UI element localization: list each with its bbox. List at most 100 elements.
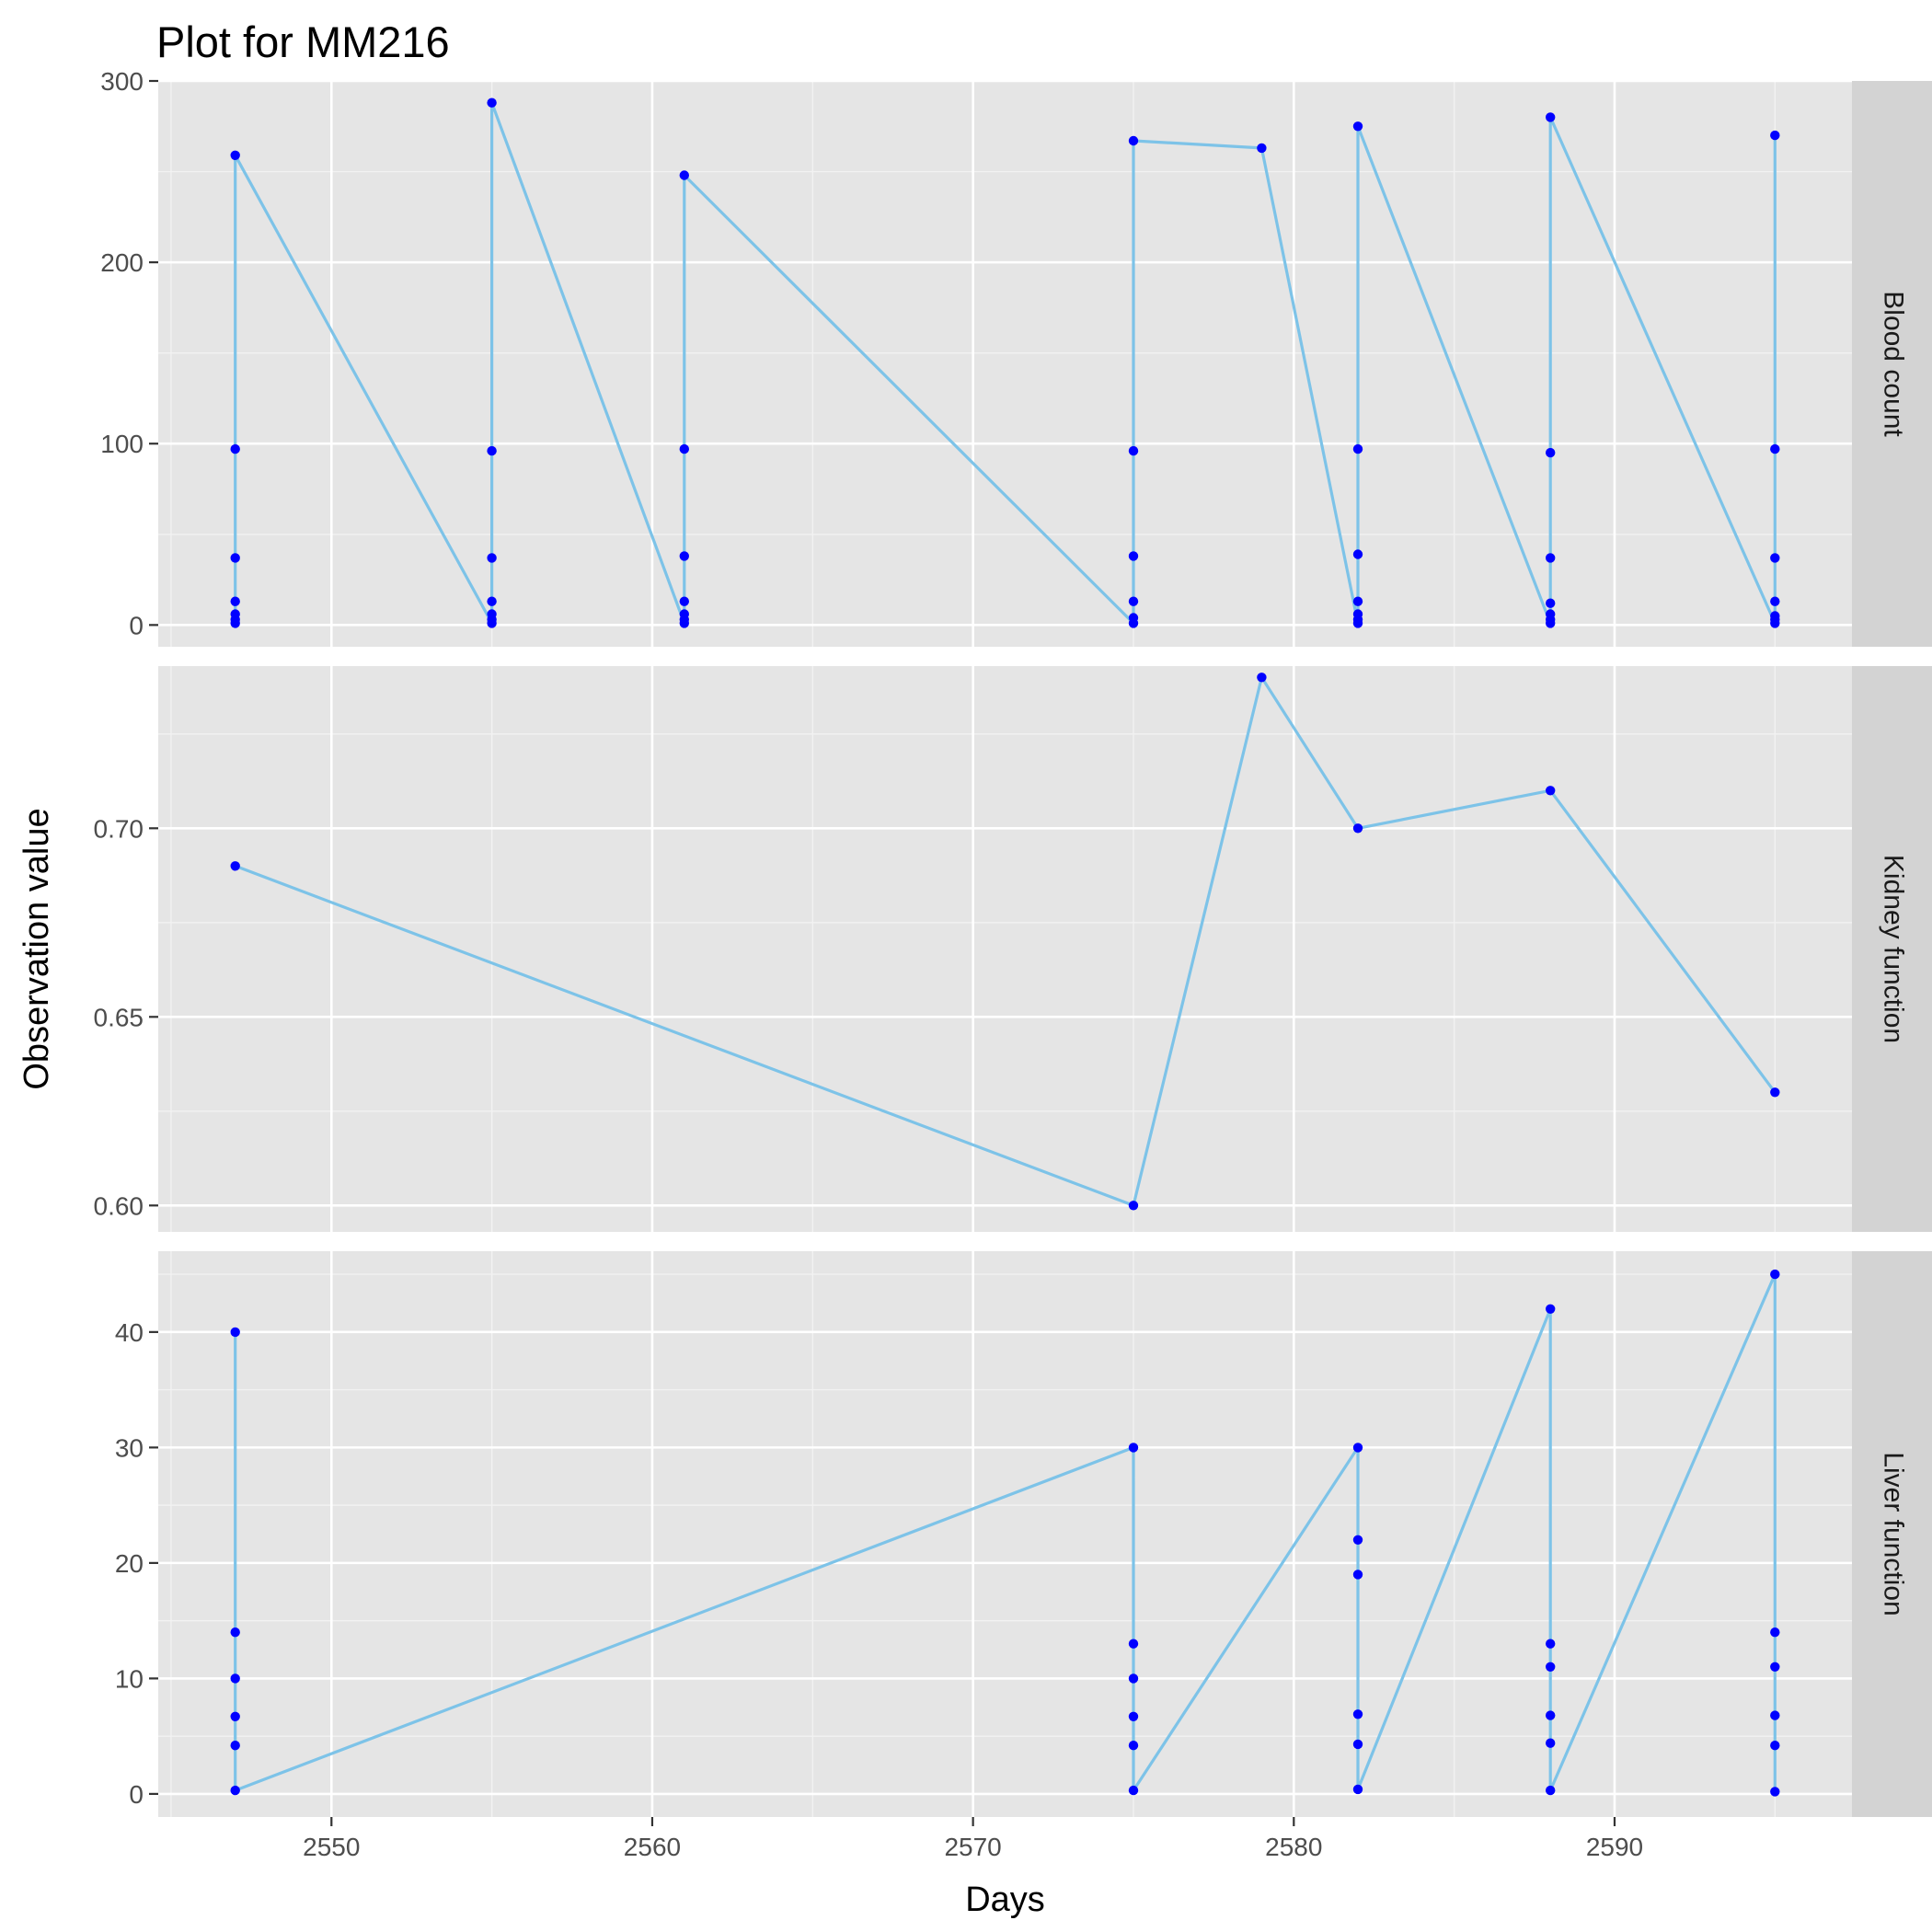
facet-strip-label: Liver function — [1879, 1452, 1909, 1616]
facet-strip-label: Blood count — [1879, 291, 1909, 437]
data-point — [1128, 1639, 1139, 1649]
data-point — [230, 553, 240, 563]
data-point — [230, 1627, 240, 1638]
data-point — [1546, 1639, 1556, 1649]
data-point — [1352, 1784, 1363, 1795]
data-point — [679, 170, 689, 180]
panel-blood-count: 0 100 200 300 Blood count — [100, 67, 1932, 647]
data-point — [1770, 1087, 1780, 1098]
x-tick-label: 2580 — [1265, 1833, 1322, 1861]
x-tick-label: 2590 — [1586, 1833, 1643, 1861]
data-point — [1352, 1709, 1363, 1719]
panel-background — [158, 666, 1852, 1232]
data-point — [1352, 549, 1363, 559]
data-point — [1546, 1662, 1556, 1673]
data-point — [1352, 121, 1363, 132]
data-point — [1352, 1570, 1363, 1580]
data-point — [1546, 1785, 1556, 1796]
data-point — [1128, 1443, 1139, 1453]
data-point — [1770, 130, 1780, 141]
data-point — [1546, 609, 1556, 619]
facet-strip — [1852, 1251, 1932, 1817]
data-point — [1546, 1710, 1556, 1720]
data-point — [487, 98, 497, 108]
data-point — [487, 609, 497, 619]
data-point — [1770, 611, 1780, 621]
panel-background — [158, 1251, 1852, 1817]
data-point — [1770, 1662, 1780, 1673]
x-axis-title: Days — [965, 1880, 1045, 1919]
series-line — [234, 1272, 1777, 1792]
facet-strip-label: Kidney function — [1879, 855, 1909, 1043]
data-point — [230, 596, 240, 606]
data-point — [1770, 1787, 1780, 1797]
data-point — [1352, 596, 1363, 606]
data-point — [1128, 1785, 1139, 1796]
data-point — [1352, 443, 1363, 454]
data-point — [230, 861, 240, 871]
y-tick-label: 0.65 — [94, 1003, 144, 1031]
data-point — [1352, 823, 1363, 834]
y-tick-label: 0.60 — [94, 1191, 144, 1220]
data-point — [1770, 1710, 1780, 1720]
panel-kidney-function: 0.60 0.65 0.70 Kidney function — [94, 666, 1932, 1232]
data-point — [1546, 1304, 1556, 1315]
data-point — [1770, 553, 1780, 563]
data-point — [1128, 613, 1139, 623]
data-point — [1128, 1201, 1139, 1211]
data-point — [1546, 1738, 1556, 1748]
data-point — [1352, 1739, 1363, 1750]
data-point — [1546, 786, 1556, 796]
data-point — [230, 1327, 240, 1338]
x-tick-label: 2570 — [944, 1833, 1001, 1861]
panel-liver-function: 0 10 20 30 40 Liver function — [115, 1251, 1932, 1817]
y-tick-label: 100 — [100, 430, 144, 458]
x-axis: 2550 2560 2570 2580 2590 — [303, 1817, 1643, 1861]
data-point — [679, 596, 689, 606]
x-tick-label: 2560 — [624, 1833, 681, 1861]
data-point — [230, 1785, 240, 1796]
data-point — [1257, 673, 1267, 683]
data-point — [230, 443, 240, 454]
data-point — [230, 609, 240, 619]
data-point — [1128, 1741, 1139, 1751]
facet-strip — [1852, 666, 1932, 1232]
plot-title: Plot for MM216 — [156, 17, 450, 66]
y-tick-label: 30 — [115, 1433, 144, 1462]
series-line — [235, 675, 1777, 1207]
data-point — [1546, 598, 1556, 608]
data-point — [1770, 1627, 1780, 1638]
y-tick-label: 0 — [129, 611, 144, 639]
data-point — [1352, 1535, 1363, 1546]
data-point — [487, 445, 497, 456]
data-point — [230, 150, 240, 160]
data-point — [1770, 443, 1780, 454]
data-point — [1128, 445, 1139, 456]
data-point — [1352, 1443, 1363, 1453]
data-point — [1352, 609, 1363, 619]
y-axis-title: Observation value — [17, 808, 56, 1089]
data-point — [1128, 1673, 1139, 1684]
data-point — [487, 553, 497, 563]
y-tick-label: 0 — [129, 1780, 144, 1809]
data-point — [679, 443, 689, 454]
data-point — [230, 1711, 240, 1722]
y-tick-label: 10 — [115, 1664, 144, 1693]
data-point — [1257, 143, 1267, 154]
x-tick-label: 2550 — [303, 1833, 360, 1861]
data-point — [1546, 553, 1556, 563]
y-tick-label: 20 — [115, 1549, 144, 1578]
y-tick-label: 40 — [115, 1318, 144, 1347]
y-tick-label: 0.70 — [94, 814, 144, 843]
data-point — [1128, 1711, 1139, 1722]
data-point — [230, 1673, 240, 1684]
y-tick-label: 200 — [100, 248, 144, 277]
data-point — [1128, 135, 1139, 146]
data-point — [1770, 1269, 1780, 1280]
data-point — [679, 609, 689, 619]
data-point — [1128, 551, 1139, 561]
y-tick-label: 300 — [100, 67, 144, 96]
data-point — [1546, 112, 1556, 122]
